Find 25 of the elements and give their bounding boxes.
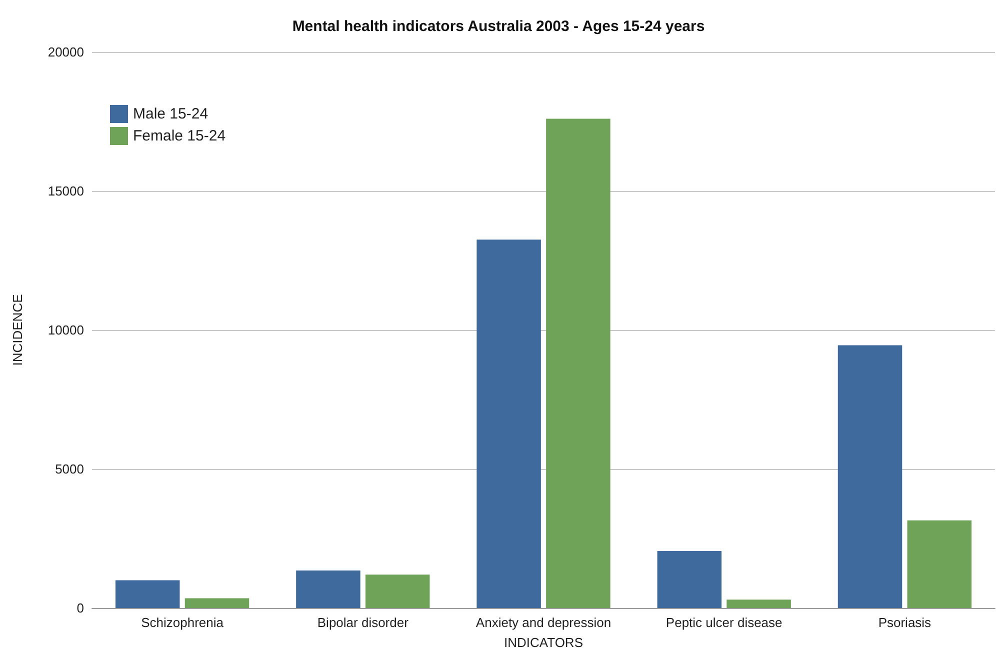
y-axis-title: INCIDENCE <box>10 294 25 366</box>
bar <box>365 574 430 608</box>
bar <box>476 240 541 608</box>
bar <box>838 345 902 608</box>
x-tick-label: Peptic ulcer disease <box>666 615 782 630</box>
x-axis-title: INDICATORS <box>504 635 584 650</box>
y-tick-label: 0 <box>76 600 84 616</box>
bar <box>546 118 610 608</box>
y-tick-label: 15000 <box>48 184 84 198</box>
bar <box>907 520 972 608</box>
y-tick-label: 5000 <box>55 462 84 476</box>
legend-label: Female 15-24 <box>133 128 226 144</box>
x-tick-label: Anxiety and depression <box>476 615 612 630</box>
y-tick-label: 10000 <box>48 322 84 338</box>
bar <box>184 598 250 608</box>
x-tick-label: Psoriasis <box>878 615 932 630</box>
legend-label: Male 15-24 <box>133 106 208 122</box>
bar <box>726 600 791 608</box>
bar <box>657 551 722 608</box>
chart-title: Mental health indicators Australia 2003 - Ages 15-24 years <box>292 18 705 35</box>
x-tick-label: Schizophrenia <box>141 615 224 630</box>
x-tick-label: Bipolar disorder <box>317 615 410 630</box>
bar <box>296 570 360 608</box>
y-tick-label: 20000 <box>48 44 84 60</box>
bar <box>115 580 180 608</box>
